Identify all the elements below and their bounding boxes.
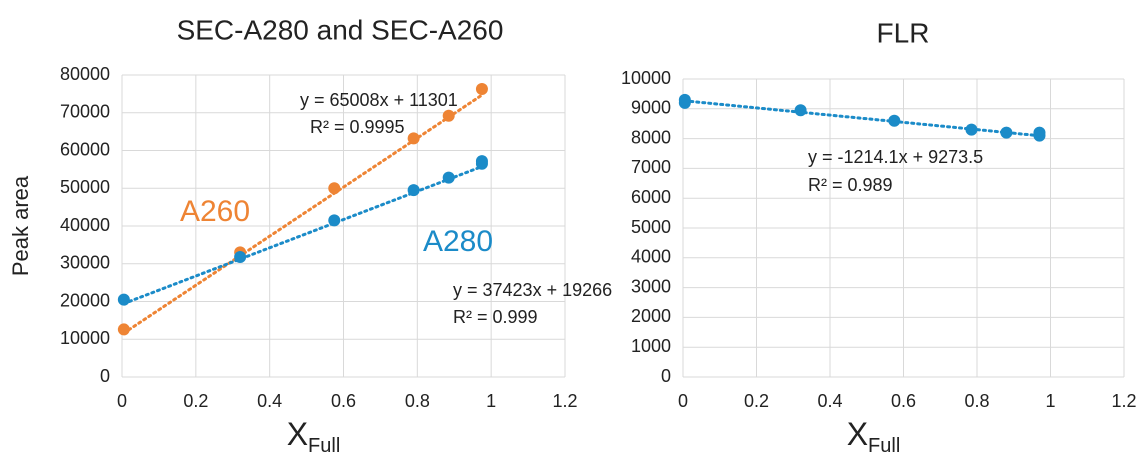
y-tick-label: 60000 bbox=[60, 139, 110, 159]
data-point bbox=[965, 123, 978, 136]
y-tick-label: 5000 bbox=[631, 217, 671, 237]
trendline-equation: y = 37423x + 19266 bbox=[453, 280, 612, 300]
data-point bbox=[442, 109, 455, 122]
y-tick-label: 8000 bbox=[631, 127, 671, 147]
x-tick-label: 0.8 bbox=[964, 391, 989, 411]
data-point bbox=[888, 114, 901, 127]
y-tick-label: 3000 bbox=[631, 276, 671, 296]
y-tick-label: 10000 bbox=[621, 68, 671, 88]
data-point bbox=[1033, 129, 1046, 142]
y-tick-label: 4000 bbox=[631, 247, 671, 267]
y-tick-label: 2000 bbox=[631, 306, 671, 326]
x-tick-label: 1.2 bbox=[1111, 391, 1136, 411]
y-tick-label: 50000 bbox=[60, 177, 110, 197]
trendline bbox=[683, 99, 1041, 138]
y-tick-label: 40000 bbox=[60, 215, 110, 235]
x-axis-title-sub: Full bbox=[868, 435, 900, 457]
x-axis-title-main: X bbox=[287, 416, 308, 452]
x-tick-label: 1 bbox=[1045, 391, 1055, 411]
x-tick-label: 0.2 bbox=[183, 391, 208, 411]
y-tick-label: 30000 bbox=[60, 253, 110, 273]
x-tick-label: 0.4 bbox=[817, 391, 842, 411]
trendline-r2: R² = 0.9995 bbox=[310, 117, 405, 137]
y-tick-label: 20000 bbox=[60, 290, 110, 310]
data-point bbox=[475, 82, 488, 95]
y-tick-label: 0 bbox=[100, 366, 110, 386]
data-point bbox=[328, 214, 341, 227]
data-point bbox=[407, 184, 420, 197]
x-axis-title: XFull bbox=[847, 416, 901, 457]
data-point bbox=[442, 171, 455, 184]
x-axis-title: XFull bbox=[287, 416, 341, 457]
trendline-r2: R² = 0.999 bbox=[453, 307, 538, 327]
data-point bbox=[234, 250, 247, 263]
y-tick-label: 0 bbox=[661, 366, 671, 386]
trendline bbox=[122, 165, 484, 306]
trendline bbox=[122, 93, 484, 335]
y-axis-title: Peak area bbox=[8, 175, 33, 276]
data-point bbox=[794, 104, 807, 117]
x-tick-label: 0 bbox=[678, 391, 688, 411]
y-tick-label: 7000 bbox=[631, 157, 671, 177]
data-point bbox=[117, 323, 130, 336]
y-tick-label: 70000 bbox=[60, 102, 110, 122]
data-point bbox=[475, 157, 488, 170]
data-point bbox=[328, 182, 341, 195]
data-point bbox=[678, 96, 691, 109]
x-tick-label: 1 bbox=[486, 391, 496, 411]
x-tick-label: 0.2 bbox=[744, 391, 769, 411]
x-axis-title-main: X bbox=[847, 416, 868, 452]
data-point bbox=[407, 132, 420, 145]
series-label: A260 bbox=[180, 195, 250, 228]
trendline-equation: y = -1214.1x + 9273.5 bbox=[808, 147, 983, 167]
x-tick-label: 0.6 bbox=[891, 391, 916, 411]
chart-title: SEC-A280 and SEC-A260 bbox=[177, 14, 504, 45]
x-tick-label: 0.8 bbox=[405, 391, 430, 411]
y-tick-label: 9000 bbox=[631, 98, 671, 118]
data-point bbox=[1000, 126, 1013, 139]
y-tick-label: 6000 bbox=[631, 187, 671, 207]
x-tick-label: 0.4 bbox=[257, 391, 282, 411]
y-tick-label: 10000 bbox=[60, 328, 110, 348]
y-tick-label: 80000 bbox=[60, 64, 110, 84]
x-tick-label: 1.2 bbox=[552, 391, 577, 411]
chart-title: FLR bbox=[877, 17, 930, 48]
trendline-r2: R² = 0.989 bbox=[808, 175, 893, 195]
x-tick-label: 0.6 bbox=[331, 391, 356, 411]
trendline-equation: y = 65008x + 11301 bbox=[300, 90, 458, 110]
y-tick-label: 1000 bbox=[631, 336, 671, 356]
x-tick-label: 0 bbox=[117, 391, 127, 411]
data-point bbox=[117, 293, 130, 306]
x-axis-title-sub: Full bbox=[308, 435, 340, 457]
series-label: A280 bbox=[423, 225, 493, 258]
